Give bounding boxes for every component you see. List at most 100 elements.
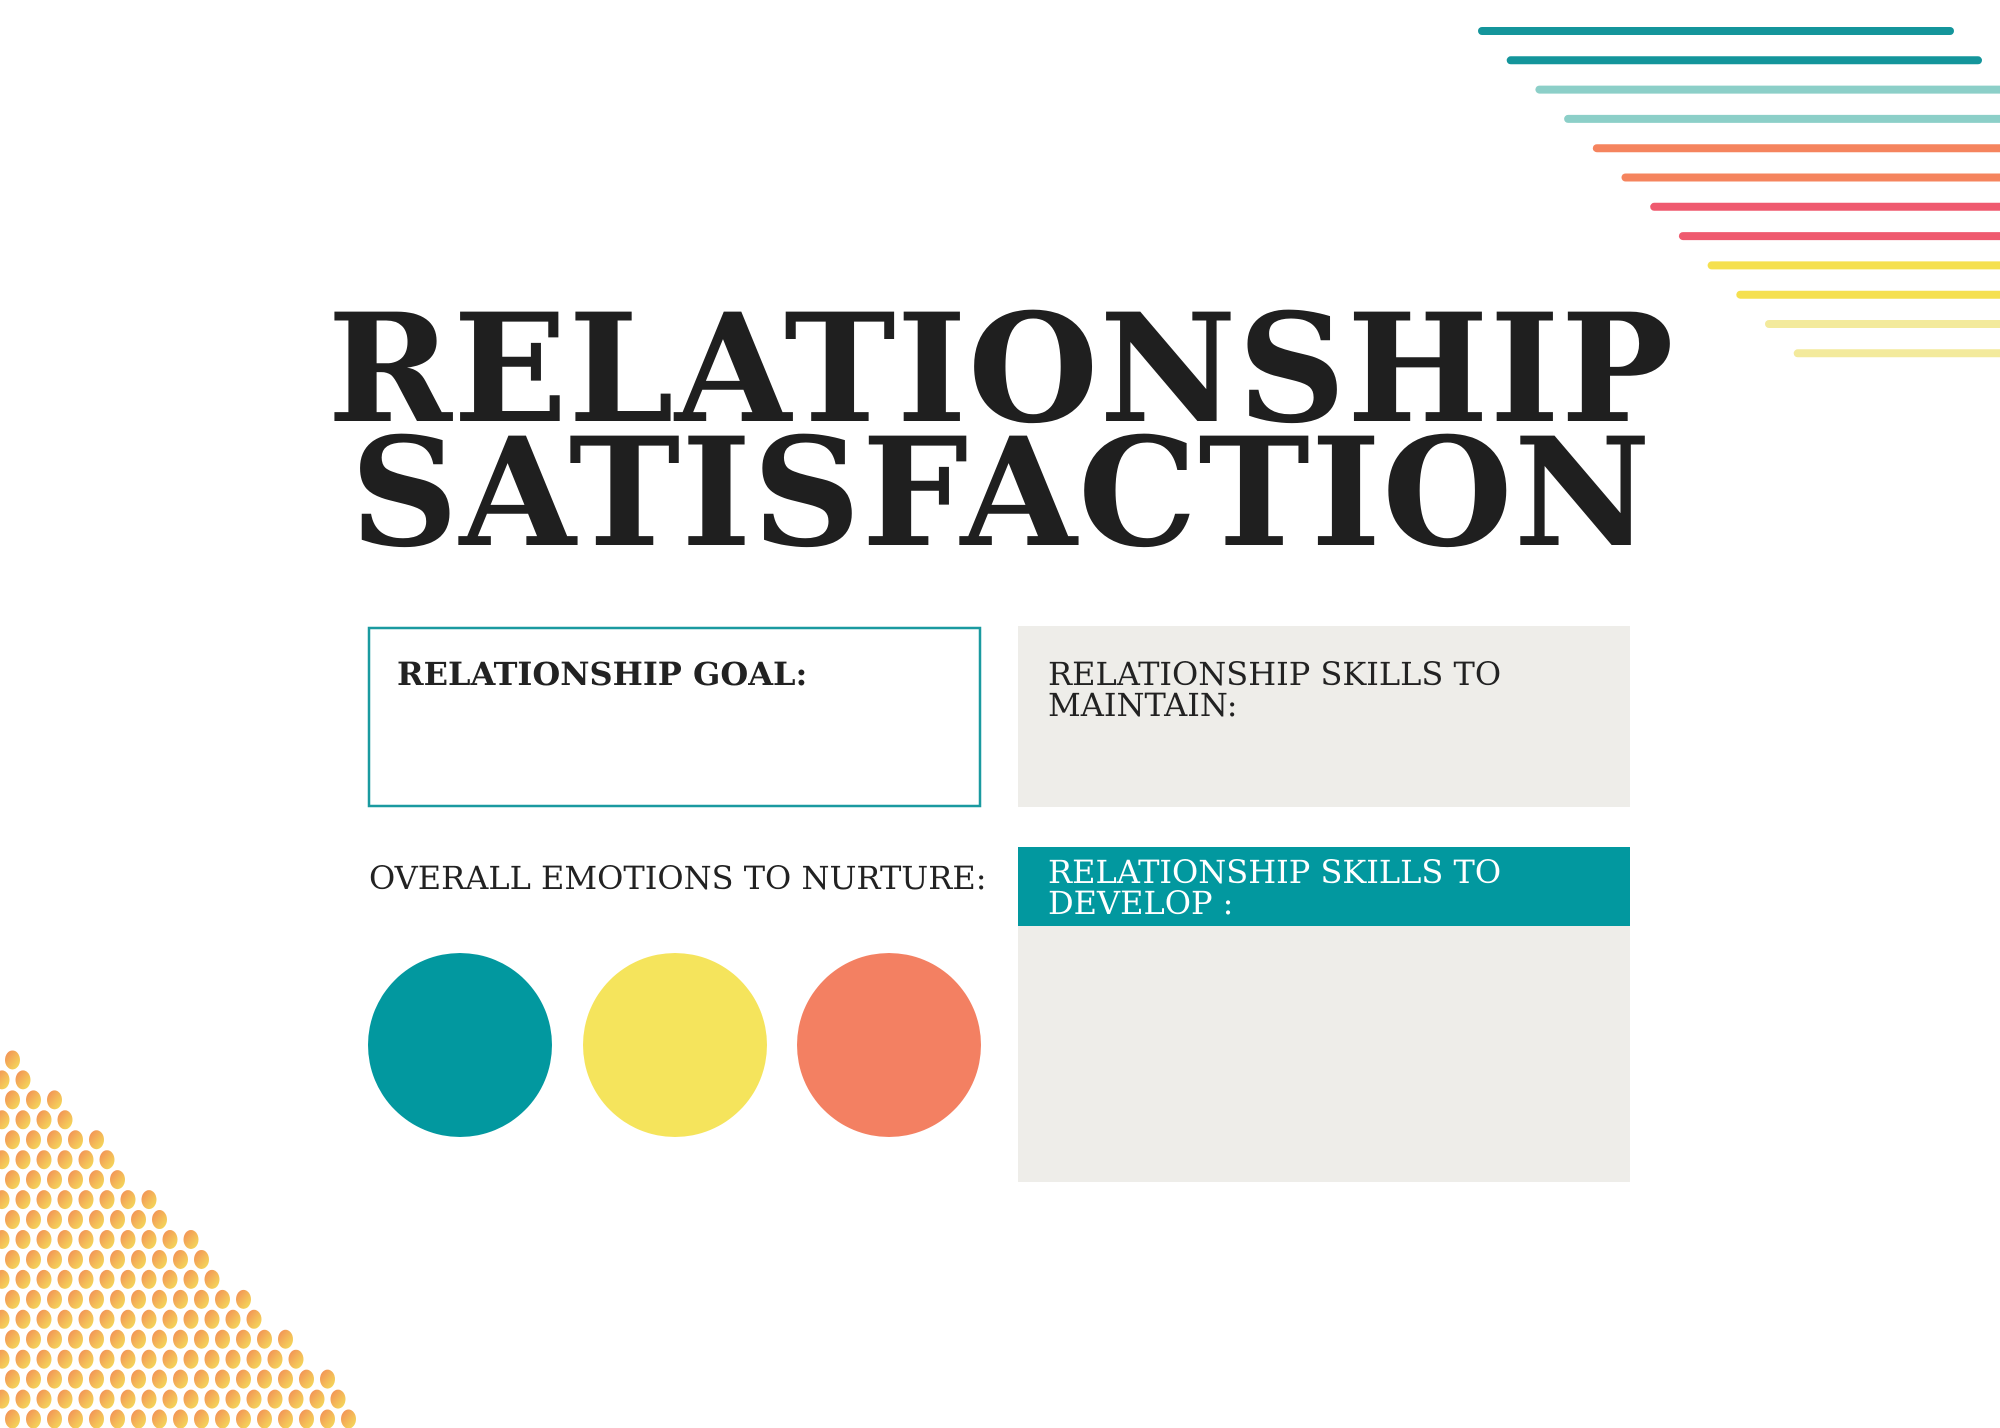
emotion-circle xyxy=(583,953,767,1137)
dot xyxy=(5,1249,20,1269)
emotion-circle xyxy=(797,953,981,1137)
dot xyxy=(57,1269,73,1289)
dot xyxy=(47,1249,62,1269)
dot xyxy=(15,1349,31,1369)
dot xyxy=(141,1349,157,1369)
dot xyxy=(110,1409,125,1428)
dot xyxy=(309,1389,325,1409)
dot xyxy=(57,1150,73,1170)
dot xyxy=(141,1230,157,1249)
maintain-label: MAINTAIN: xyxy=(1048,686,1238,724)
dot xyxy=(246,1349,262,1369)
dot xyxy=(236,1369,251,1389)
dot xyxy=(162,1309,178,1329)
develop-header xyxy=(1018,847,1630,926)
dot xyxy=(68,1210,83,1230)
dot xyxy=(15,1150,31,1170)
dot xyxy=(68,1130,83,1150)
develop-label: DEVELOP : xyxy=(1048,884,1233,922)
dot xyxy=(5,1050,20,1070)
maintain-box xyxy=(1018,626,1630,807)
dot xyxy=(278,1329,293,1349)
dot xyxy=(0,1070,10,1090)
dot xyxy=(204,1389,220,1409)
dot xyxy=(26,1289,41,1309)
dot xyxy=(225,1349,241,1369)
dot xyxy=(78,1389,94,1409)
dot xyxy=(215,1329,230,1349)
dot xyxy=(89,1329,104,1349)
goal-label: RELATIONSHIP GOAL: xyxy=(397,655,807,693)
title-line: SATISFACTION xyxy=(350,405,1652,581)
dot xyxy=(204,1349,220,1369)
dot xyxy=(194,1329,209,1349)
develop-label: RELATIONSHIP SKILLS TO xyxy=(1048,853,1501,891)
dot xyxy=(47,1210,62,1230)
dot xyxy=(47,1130,62,1150)
dot xyxy=(246,1309,262,1329)
dot xyxy=(194,1369,209,1389)
dot xyxy=(5,1170,20,1190)
dot xyxy=(330,1389,346,1409)
dot xyxy=(36,1269,52,1289)
dot xyxy=(299,1369,314,1389)
dot xyxy=(0,1309,10,1329)
dot xyxy=(68,1369,83,1389)
dot xyxy=(120,1309,136,1329)
dot xyxy=(173,1409,188,1428)
dot xyxy=(152,1329,167,1349)
maintain-label: RELATIONSHIP SKILLS TO xyxy=(1048,655,1501,693)
dot xyxy=(68,1289,83,1309)
dot xyxy=(110,1170,125,1190)
dot xyxy=(131,1369,146,1389)
emotion-circle xyxy=(368,953,552,1137)
dot xyxy=(47,1409,62,1428)
dot xyxy=(36,1230,52,1249)
dot xyxy=(152,1210,167,1230)
dot xyxy=(36,1349,52,1369)
dot xyxy=(162,1389,178,1409)
dot xyxy=(0,1269,10,1289)
dot xyxy=(120,1389,136,1409)
dot xyxy=(183,1269,199,1289)
dot xyxy=(225,1309,241,1329)
dot xyxy=(99,1389,115,1409)
dot xyxy=(173,1289,188,1309)
dot xyxy=(183,1309,199,1329)
dot xyxy=(225,1389,241,1409)
dot xyxy=(194,1249,209,1269)
dot xyxy=(110,1249,125,1269)
dot xyxy=(0,1150,10,1170)
dot xyxy=(236,1289,251,1309)
dot xyxy=(36,1150,52,1170)
dot xyxy=(57,1309,73,1329)
dot xyxy=(120,1349,136,1369)
develop-box xyxy=(1018,926,1630,1182)
dot xyxy=(320,1369,335,1389)
dot xyxy=(215,1369,230,1389)
dot xyxy=(99,1230,115,1249)
dot xyxy=(26,1210,41,1230)
dot xyxy=(120,1230,136,1249)
dot xyxy=(36,1190,52,1210)
dot xyxy=(131,1289,146,1309)
dot xyxy=(5,1210,20,1230)
dot xyxy=(36,1389,52,1409)
dot xyxy=(131,1409,146,1428)
dot xyxy=(278,1409,293,1428)
dot xyxy=(36,1110,52,1130)
dot xyxy=(26,1249,41,1269)
dot xyxy=(78,1269,94,1289)
dot xyxy=(215,1289,230,1309)
dot xyxy=(183,1349,199,1369)
dot xyxy=(68,1249,83,1269)
dot xyxy=(341,1409,356,1428)
dot xyxy=(257,1329,272,1349)
dot xyxy=(68,1329,83,1349)
dot xyxy=(47,1289,62,1309)
dot xyxy=(99,1349,115,1369)
dot xyxy=(131,1329,146,1349)
dot xyxy=(162,1349,178,1369)
dot xyxy=(152,1289,167,1309)
